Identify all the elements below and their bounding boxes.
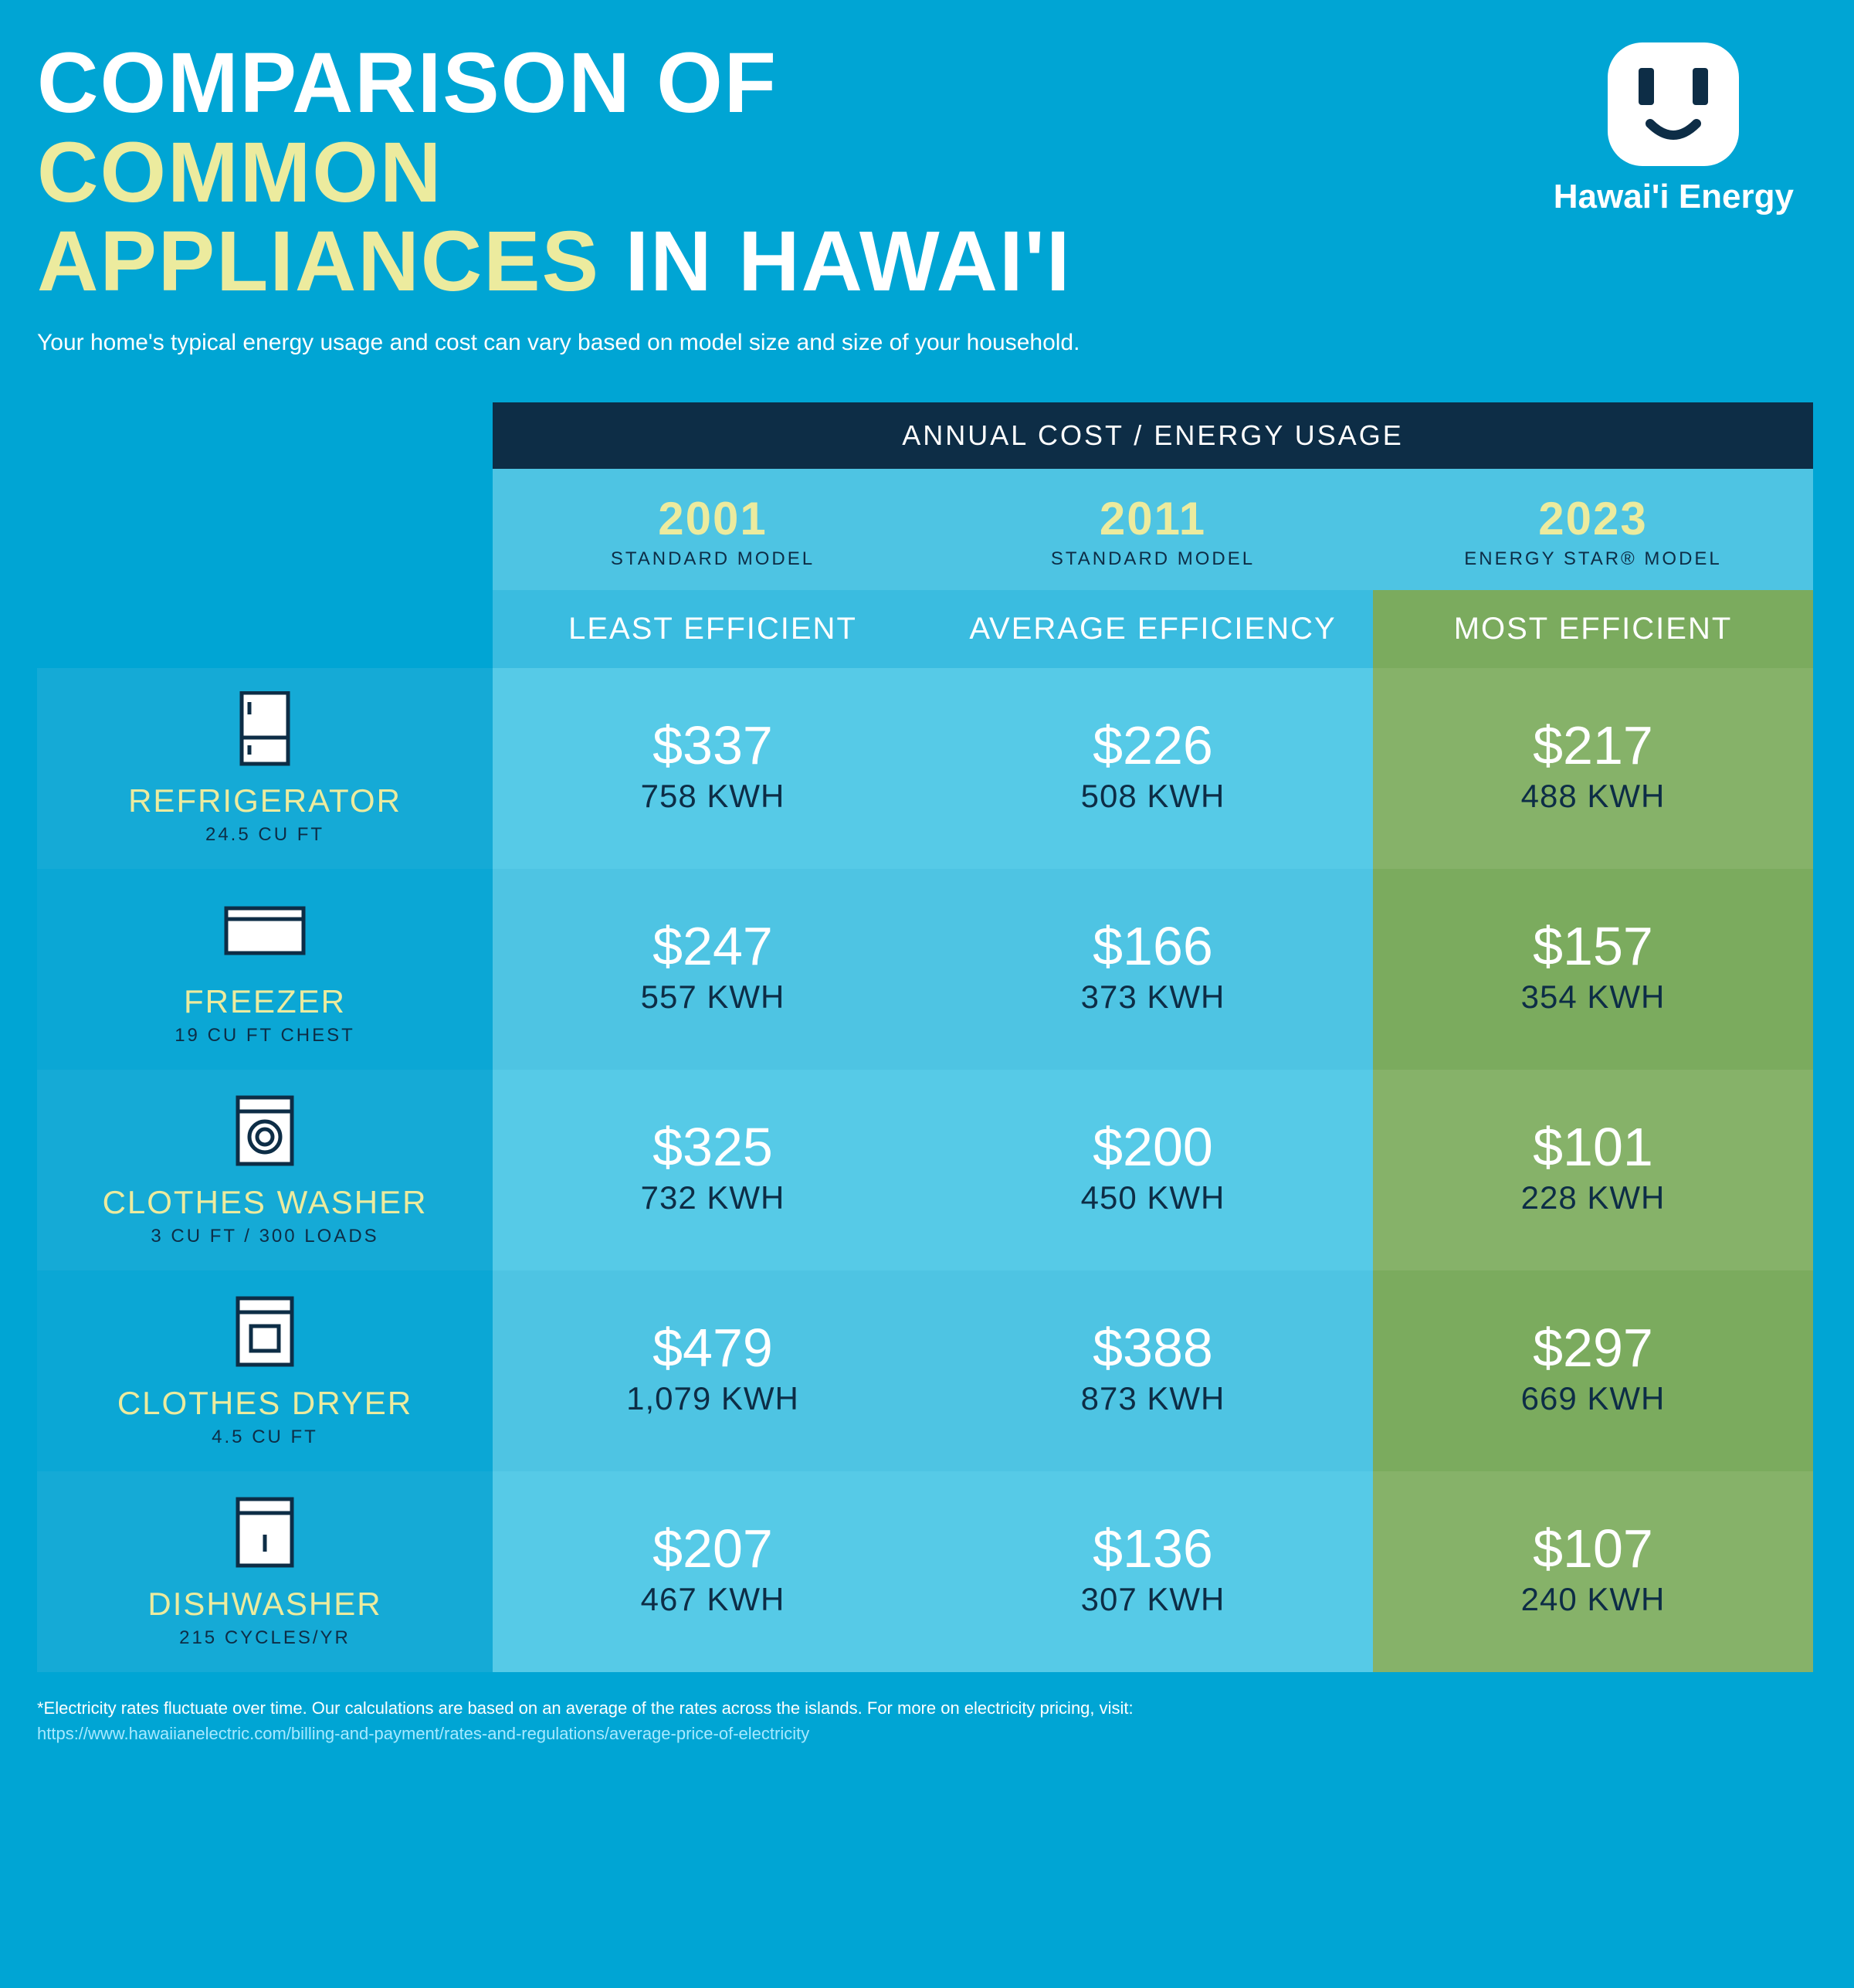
title-accent-1: COMMON — [37, 125, 442, 220]
logo-text: Hawai'i Energy — [1554, 178, 1794, 216]
efficiency-header-2: MOST EFFICIENT — [1373, 590, 1813, 668]
column-header-1: 2011STANDARD MODEL — [933, 469, 1373, 590]
footnote: *Electricity rates fluctuate over time. … — [37, 1695, 1817, 1746]
efficiency-header-0: LEAST EFFICIENT — [493, 590, 933, 668]
data-cell-0-1: $226 508 KWH — [933, 668, 1373, 869]
kwh-value: 373 KWH — [933, 979, 1373, 1016]
appliance-spec: 24.5 CU FT — [37, 824, 493, 846]
kwh-value: 240 KWH — [1373, 1581, 1813, 1618]
kwh-value: 732 KWH — [493, 1179, 933, 1216]
appliance-spec: 3 CU FT / 300 LOADS — [37, 1226, 493, 1247]
cost-value: $200 — [933, 1116, 1373, 1178]
cost-value: $157 — [1373, 915, 1813, 977]
cost-value: $297 — [1373, 1317, 1813, 1379]
appliance-label-3: CLOTHES DRYER 4.5 CU FT — [37, 1270, 493, 1471]
kwh-value: 467 KWH — [493, 1581, 933, 1618]
title-part-1: COMPARISON OF — [37, 36, 778, 131]
appliance-name: CLOTHES WASHER — [37, 1184, 493, 1221]
appliance-name: REFRIGERATOR — [37, 782, 493, 819]
appliance-spec: 215 CYCLES/YR — [37, 1627, 493, 1649]
kwh-value: 307 KWH — [933, 1581, 1373, 1618]
freezer-icon — [37, 892, 493, 969]
appliance-spec: 4.5 CU FT — [37, 1427, 493, 1448]
data-cell-4-2: $107 240 KWH — [1373, 1471, 1813, 1672]
appliance-label-1: FREEZER 19 CU FT CHEST — [37, 869, 493, 1070]
title-part-2: IN HAWAI'I — [625, 214, 1072, 309]
data-cell-2-0: $325 732 KWH — [493, 1070, 933, 1270]
data-cell-3-0: $479 1,079 KWH — [493, 1270, 933, 1471]
appliance-name: DISHWASHER — [37, 1586, 493, 1623]
cost-value: $337 — [493, 714, 933, 776]
data-cell-1-0: $247 557 KWH — [493, 869, 933, 1070]
clothes-washer-icon — [37, 1093, 493, 1170]
appliance-spec: 19 CU FT CHEST — [37, 1025, 493, 1047]
appliance-label-2: CLOTHES WASHER 3 CU FT / 300 LOADS — [37, 1070, 493, 1270]
kwh-value: 1,079 KWH — [493, 1380, 933, 1417]
title-block: COMPARISON OF COMMON APPLIANCES IN HAWAI… — [37, 39, 1195, 356]
clothes-dryer-icon — [37, 1294, 493, 1371]
page-title: COMPARISON OF COMMON APPLIANCES IN HAWAI… — [37, 39, 1195, 307]
title-accent-2: APPLIANCES — [37, 214, 625, 309]
kwh-value: 488 KWH — [1373, 778, 1813, 815]
cost-value: $325 — [493, 1116, 933, 1178]
data-cell-0-0: $337 758 KWH — [493, 668, 933, 869]
cost-value: $136 — [933, 1518, 1373, 1579]
column-header-2: 2023ENERGY STAR® MODEL — [1373, 469, 1813, 590]
kwh-value: 758 KWH — [493, 778, 933, 815]
cost-value: $207 — [493, 1518, 933, 1579]
cost-value: $226 — [933, 714, 1373, 776]
data-cell-1-1: $166 373 KWH — [933, 869, 1373, 1070]
data-cell-2-1: $200 450 KWH — [933, 1070, 1373, 1270]
data-cell-4-1: $136 307 KWH — [933, 1471, 1373, 1672]
efficiency-header-1: AVERAGE EFFICIENCY — [933, 590, 1373, 668]
data-cell-0-2: $217 488 KWH — [1373, 668, 1813, 869]
cost-value: $217 — [1373, 714, 1813, 776]
cost-value: $166 — [933, 915, 1373, 977]
kwh-value: 354 KWH — [1373, 979, 1813, 1016]
footnote-text: *Electricity rates fluctuate over time. … — [37, 1698, 1134, 1718]
cost-value: $247 — [493, 915, 933, 977]
kwh-value: 669 KWH — [1373, 1380, 1813, 1417]
data-cell-2-2: $101 228 KWH — [1373, 1070, 1813, 1270]
header: COMPARISON OF COMMON APPLIANCES IN HAWAI… — [37, 39, 1817, 356]
kwh-value: 557 KWH — [493, 979, 933, 1016]
kwh-value: 508 KWH — [933, 778, 1373, 815]
kwh-value: 228 KWH — [1373, 1179, 1813, 1216]
refrigerator-icon — [37, 691, 493, 768]
cost-value: $479 — [493, 1317, 933, 1379]
banner-header: ANNUAL COST / ENERGY USAGE — [493, 402, 1813, 469]
appliance-name: CLOTHES DRYER — [37, 1385, 493, 1422]
subtitle: Your home's typical energy usage and cos… — [37, 330, 1195, 356]
logo: Hawai'i Energy — [1554, 39, 1794, 216]
data-cell-1-2: $157 354 KWH — [1373, 869, 1813, 1070]
comparison-table: ANNUAL COST / ENERGY USAGE2001STANDARD M… — [37, 402, 1817, 1672]
cost-value: $388 — [933, 1317, 1373, 1379]
kwh-value: 873 KWH — [933, 1380, 1373, 1417]
column-header-0: 2001STANDARD MODEL — [493, 469, 933, 590]
footnote-link[interactable]: https://www.hawaiianelectric.com/billing… — [37, 1724, 809, 1743]
data-cell-4-0: $207 467 KWH — [493, 1471, 933, 1672]
data-cell-3-2: $297 669 KWH — [1373, 1270, 1813, 1471]
appliance-label-4: DISHWASHER 215 CYCLES/YR — [37, 1471, 493, 1672]
appliance-label-0: REFRIGERATOR 24.5 CU FT — [37, 668, 493, 869]
outlet-icon — [1596, 39, 1751, 170]
cost-value: $107 — [1373, 1518, 1813, 1579]
appliance-name: FREEZER — [37, 983, 493, 1020]
data-cell-3-1: $388 873 KWH — [933, 1270, 1373, 1471]
cost-value: $101 — [1373, 1116, 1813, 1178]
dishwasher-icon — [37, 1494, 493, 1572]
kwh-value: 450 KWH — [933, 1179, 1373, 1216]
